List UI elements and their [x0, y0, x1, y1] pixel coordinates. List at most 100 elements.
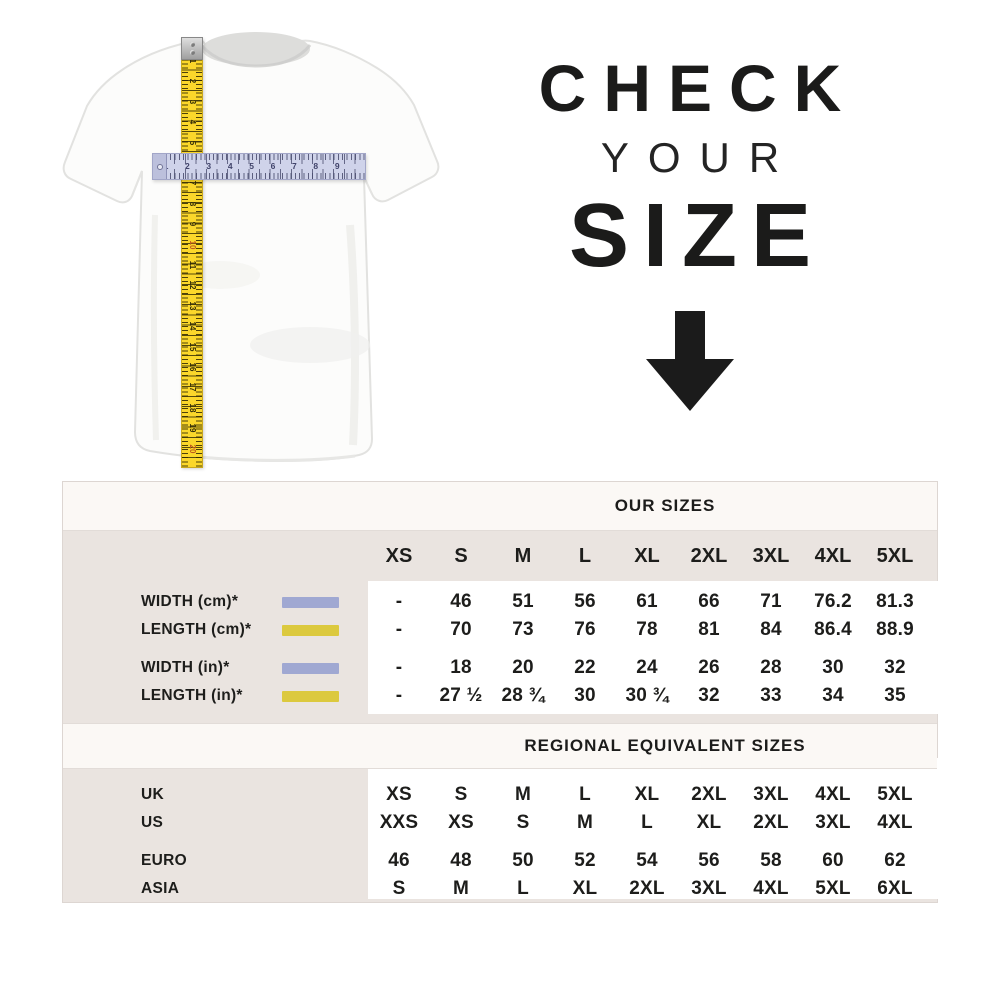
ruler-number: 16	[188, 362, 197, 372]
size-value-cell: 32	[884, 657, 906, 678]
row-label: UK	[141, 786, 164, 803]
ruler-number: 13	[188, 301, 197, 311]
size-value-cell: 28 ¾	[501, 685, 545, 706]
length-ruler: 1234567891011121314151617181920	[181, 37, 203, 468]
row-label: WIDTH (in)*	[141, 659, 230, 676]
size-value-cell: 46	[388, 850, 410, 871]
row-label: LENGTH (in)*	[141, 687, 243, 704]
ruler-end-clip	[181, 37, 203, 60]
size-value-cell: 86.4	[814, 619, 852, 640]
table-row: WIDTH (cm)* - 46 51 56 61 66 71 76.2 81.3	[63, 588, 937, 616]
size-value-cell: 24	[636, 657, 658, 678]
ruler-ticks	[153, 169, 365, 179]
row-label: US	[141, 814, 164, 831]
values-panel	[368, 758, 938, 899]
width-ruler: 123456789	[152, 153, 366, 180]
size-value-cell: L	[517, 878, 529, 899]
regional-sizes-band: REGIONAL EQUIVALENT SIZES	[63, 723, 937, 769]
ruler-number: 17	[188, 382, 197, 392]
ruler-number: 11	[188, 260, 197, 270]
ruler-number: 10	[188, 240, 197, 250]
size-value-cell: -	[395, 657, 403, 678]
row-label-zone: UK	[63, 786, 368, 804]
size-value-cell: 26	[698, 657, 720, 678]
size-value-cell: 18	[450, 657, 472, 678]
arrow-head	[646, 359, 734, 411]
size-value-cell: XXS	[379, 812, 419, 833]
ruler-number: 12	[188, 280, 197, 290]
size-value-cell: XS	[386, 784, 412, 805]
width-color-swatch	[282, 596, 339, 608]
ruler-number: 5	[188, 140, 197, 145]
row-label-zone: EURO	[63, 852, 368, 870]
size-value-cell: S	[516, 812, 530, 833]
ruler-number: 14	[188, 321, 197, 331]
row-label: WIDTH (cm)*	[141, 593, 239, 610]
size-value-cell: 30	[574, 685, 596, 706]
size-value-cell: 84	[760, 619, 782, 640]
size-value-cell: 73	[512, 619, 534, 640]
ruler-end-clip	[153, 154, 167, 179]
ruler-number: 15	[188, 342, 197, 352]
ruler-number: 3	[188, 99, 197, 105]
ruler-number: 8	[188, 201, 197, 207]
size-value-cell: -	[395, 685, 403, 706]
size-value-cell: 66	[698, 591, 720, 612]
ruler-number: 20	[188, 444, 197, 454]
size-value-cell: 60	[822, 850, 844, 871]
size-value-cell: XL	[696, 812, 722, 833]
size-value-cell: 3XL	[691, 878, 727, 899]
table-row: ASIA S M L XL 2XL 3XL 4XL 5XL 6XL	[63, 875, 937, 903]
size-value-cell: 5XL	[815, 878, 851, 899]
size-value-cell: 30 ¾	[625, 685, 669, 706]
our-sizes-title: OUR SIZES	[614, 496, 716, 515]
size-value-cell: 32	[698, 685, 720, 706]
size-column-header: XS	[385, 544, 413, 567]
headline-check: CHECK	[538, 51, 859, 125]
length-color-swatch	[282, 624, 339, 636]
tshirt-image	[62, 32, 440, 462]
size-column-header: L	[578, 544, 592, 567]
size-column-header: M	[514, 544, 532, 567]
size-value-cell: 27 ½	[439, 685, 483, 706]
size-value-cell: 76	[574, 619, 596, 640]
size-value-cell: 81.3	[876, 591, 914, 612]
size-column-header: 3XL	[752, 544, 790, 567]
size-value-cell: 28	[760, 657, 782, 678]
size-value-cell: 70	[450, 619, 472, 640]
size-value-cell: 2XL	[753, 812, 789, 833]
size-value-cell: XL	[634, 784, 660, 805]
row-label: EURO	[141, 852, 187, 869]
size-value-cell: S	[392, 878, 406, 899]
size-value-cell: -	[395, 619, 403, 640]
size-value-cell: 58	[760, 850, 782, 871]
ruler-ticks	[192, 39, 202, 467]
size-table: OUR SIZES XS S M L XL 2XL 3XL 4XL 5XL WIDTH (cm)…	[62, 481, 938, 903]
values-panel	[368, 581, 938, 714]
ruler-number: 2	[185, 161, 190, 171]
headline: CHECK YOUR SIZE	[505, 51, 875, 411]
size-value-cell: 48	[450, 850, 472, 871]
ruler-number: 8	[313, 161, 319, 171]
down-arrow-icon	[646, 311, 734, 411]
our-sizes-band: OUR SIZES	[63, 482, 937, 531]
ruler-number: 5	[249, 161, 254, 171]
ruler-number: 9	[334, 161, 340, 171]
size-value-cell: S	[454, 784, 468, 805]
size-value-cell: 4XL	[815, 784, 851, 805]
size-value-cell: 2XL	[691, 784, 727, 805]
headline-size: SIZE	[568, 186, 826, 286]
headline-your: YOUR	[600, 134, 799, 181]
size-column-header: 5XL	[876, 544, 914, 567]
size-value-cell: 2XL	[629, 878, 665, 899]
table-row: WIDTH (in)* - 18 20 22 24 26 28 30 32	[63, 654, 937, 682]
size-value-cell: 34	[822, 685, 844, 706]
size-value-cell: 76.2	[814, 591, 852, 612]
ruler-number: 2	[188, 79, 197, 84]
size-value-cell: 71	[760, 591, 782, 612]
ruler-number: 7	[292, 161, 297, 171]
table-row: LENGTH (in)* - 27 ½ 28 ¾ 30 30 ¾ 32 33 34 35	[63, 682, 937, 710]
table-row: LENGTH (cm)* - 70 73 76 78 81 84 86.4 88.9	[63, 616, 937, 644]
our-sizes-rows: WIDTH (cm)* - 46 51 56 61 66 71 76.2 81.3 LENGTH (…	[63, 581, 937, 723]
table-row: UK XS S M L XL 2XL 3XL 4XL 5XL	[63, 781, 937, 809]
